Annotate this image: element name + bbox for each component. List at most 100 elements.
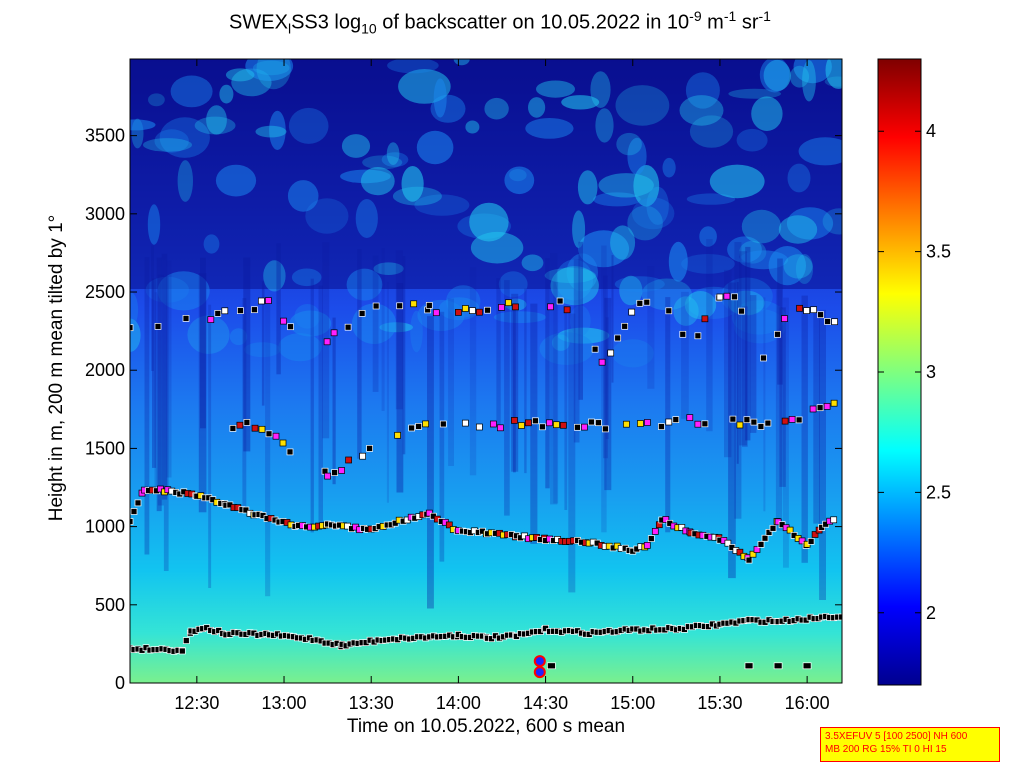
lower-cloud-layer-marker (662, 516, 670, 523)
lower-cloud-layer-marker (647, 535, 655, 542)
x-tick-label: 14:30 (523, 693, 568, 713)
mid-cloud-layer-marker (644, 419, 651, 426)
dark-streak (448, 298, 454, 466)
upper-cloud-layer-marker (781, 315, 788, 322)
mid-cloud-layer-marker (764, 419, 772, 427)
cyan-patch (551, 334, 570, 351)
mid-cloud-layer-marker (595, 419, 602, 427)
mid-cloud-layer-marker (532, 417, 539, 425)
mid-cloud-layer-marker (574, 423, 581, 431)
mid-cloud-layer-marker (525, 419, 532, 427)
mid-cloud-layer-marker (729, 415, 737, 423)
cyan-patch (453, 59, 470, 66)
cyan-patch (194, 116, 236, 135)
mid-cloud-layer-marker (830, 399, 838, 407)
mid-cloud-layer-marker (672, 416, 680, 423)
cyan-patch (244, 342, 281, 358)
upper-cloud-layer-marker (396, 302, 404, 310)
cyan-patch (387, 59, 439, 74)
upper-cloud-layer-marker (265, 297, 272, 304)
mid-cloud-layer-marker (511, 417, 518, 424)
dark-streak (157, 274, 164, 506)
mid-cloud-layer-marker (439, 420, 447, 428)
upper-cloud-layer-marker (694, 332, 702, 340)
lower-cloud-layer-marker (798, 537, 806, 545)
dark-streak (603, 275, 608, 459)
cyan-patch (278, 333, 322, 362)
upper-cloud-layer-marker (738, 307, 745, 315)
x-tick-label: 13:30 (349, 693, 394, 713)
upper-cloud-layer-marker (323, 338, 331, 346)
cyan-patch (728, 88, 781, 99)
dark-streak (427, 316, 434, 609)
dark-streak (163, 276, 169, 571)
dark-streak (395, 250, 403, 410)
dark-streak (819, 309, 826, 600)
upper-cloud-layer-marker (462, 305, 469, 312)
dark-streak (511, 293, 519, 472)
mid-cloud-layer-marker (694, 420, 702, 428)
dark-streak (742, 306, 748, 447)
surface-layer-marker (178, 647, 186, 655)
mid-cloud-layer-marker (236, 421, 244, 429)
lower-cloud-layer-marker (134, 499, 142, 507)
dark-streak (724, 269, 732, 458)
cyan-patch (305, 198, 349, 234)
cyan-patch (170, 75, 213, 108)
cyan-patch (148, 93, 165, 107)
info-line-2: MB 200 RG 15% TI 0 HI 15 (825, 744, 947, 755)
mid-cloud-layer-marker (781, 417, 789, 425)
cyan-patch (187, 315, 230, 355)
cyan-patch (401, 166, 424, 202)
mid-cloud-layer-marker (788, 416, 796, 423)
cyan-patch (731, 300, 786, 335)
lower-cloud-layer-marker (678, 524, 686, 531)
dark-streak (739, 251, 747, 446)
cyan-patch (595, 108, 614, 143)
cyan-patch (684, 291, 717, 320)
cyan-patch (720, 277, 773, 315)
upper-cloud-layer-marker (556, 297, 564, 305)
upper-cloud-layer-marker (425, 302, 433, 309)
dark-streak (496, 278, 501, 427)
heatmap-plot (130, 59, 842, 683)
cyan-patch (662, 157, 676, 178)
upper-cloud-layer-marker (679, 330, 687, 338)
cyan-patch (386, 142, 400, 166)
mid-cloud-layer-marker (462, 419, 469, 427)
lower-cloud-layer-marker (651, 528, 659, 535)
x-axis-ticks: 12:30 13:00 13:30 14:00 14:30 15:00 15:30 16:00 (174, 59, 830, 713)
cyan-patch (291, 268, 322, 287)
upper-cloud-layer-marker (237, 307, 244, 314)
dark-streak (242, 298, 247, 513)
cyan-patch (410, 310, 423, 353)
plot-frame (129, 58, 843, 684)
lower-cloud-layer-marker (724, 539, 732, 547)
mid-cloud-layer-marker (623, 420, 630, 428)
mid-cloud-layer-marker (324, 472, 331, 480)
upper-cloud-layer-marker (505, 299, 512, 307)
cyan-patch (616, 132, 642, 156)
x-tick-label: 16:00 (785, 693, 830, 713)
cyan-patch (627, 205, 663, 241)
upper-cloud-layer-marker (636, 299, 644, 307)
dark-streak (647, 266, 655, 389)
cyan-patch (668, 241, 688, 282)
upper-cloud-layer-marker (287, 323, 294, 331)
lower-cloud-layer-marker (769, 524, 777, 532)
cyan-patch (263, 260, 286, 292)
cyan-patch (287, 180, 319, 212)
dark-streak (553, 281, 559, 504)
dark-streak (154, 292, 157, 495)
cyan-patch (525, 117, 574, 139)
mid-cloud-layer-marker (265, 430, 273, 438)
upper-cloud-layer-marker (723, 292, 731, 300)
upper-cloud-layer-marker (665, 307, 673, 315)
cyan-patch (215, 164, 257, 197)
cyan-patch (360, 167, 395, 196)
lower-cloud-layer-marker (786, 526, 794, 534)
cyan-patch (465, 120, 480, 134)
cyan-patch (569, 305, 591, 337)
dark-streak (604, 297, 612, 491)
upper-cloud-layer-marker (484, 306, 491, 314)
